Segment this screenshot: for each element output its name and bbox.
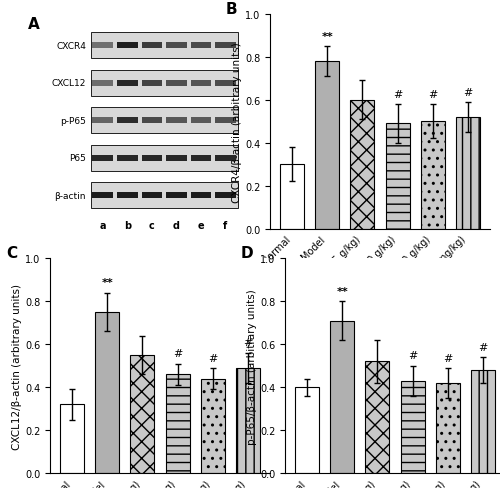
Text: f: f (224, 221, 228, 230)
Text: #: # (464, 87, 472, 97)
Bar (90, 71, 238, 97)
Y-axis label: p-P65/β-actin (arbitrary units): p-P65/β-actin (arbitrary units) (247, 288, 257, 444)
Bar (90, 33, 238, 59)
Bar (215, 193, 236, 199)
Bar (456, 118, 480, 229)
Text: e: e (198, 221, 204, 230)
Bar (117, 118, 138, 124)
Bar (117, 193, 138, 199)
Text: #: # (244, 338, 252, 348)
Bar (400, 381, 424, 473)
Bar (215, 118, 236, 124)
Bar (166, 156, 186, 162)
Text: #: # (173, 348, 182, 359)
Text: #: # (443, 353, 452, 363)
Bar (166, 43, 186, 49)
Bar (190, 43, 211, 49)
Bar (60, 405, 84, 473)
Bar (386, 124, 409, 229)
Bar (421, 122, 445, 229)
Bar (215, 81, 236, 86)
Text: P65: P65 (69, 154, 86, 163)
Bar (190, 193, 211, 199)
Text: β-actin: β-actin (54, 191, 86, 201)
Text: **: ** (322, 32, 333, 41)
Bar (142, 118, 162, 124)
Text: D: D (241, 246, 254, 261)
Bar (166, 193, 186, 199)
Text: A: A (28, 17, 40, 32)
Bar (142, 156, 162, 162)
Bar (166, 81, 186, 86)
Bar (215, 43, 236, 49)
Bar (95, 312, 119, 473)
Bar (117, 156, 138, 162)
Bar (142, 193, 162, 199)
Bar (92, 156, 113, 162)
Text: C: C (6, 246, 17, 261)
Text: CXCL12: CXCL12 (52, 79, 86, 88)
Text: #: # (478, 342, 488, 352)
Text: a: a (100, 221, 106, 230)
Bar (190, 81, 211, 86)
Bar (471, 370, 495, 473)
Text: #: # (208, 353, 218, 363)
Bar (117, 81, 138, 86)
Bar (215, 156, 236, 162)
Bar (130, 355, 154, 473)
Bar (92, 193, 113, 199)
Bar (90, 145, 238, 171)
Bar (117, 43, 138, 49)
Text: #: # (393, 89, 402, 100)
Text: **: ** (336, 286, 348, 296)
Bar (90, 108, 238, 134)
Bar (142, 43, 162, 49)
Bar (201, 379, 225, 473)
Bar (295, 387, 319, 473)
Bar (142, 81, 162, 86)
Bar (280, 165, 304, 229)
Bar (166, 375, 190, 473)
Bar (90, 183, 238, 209)
Text: c: c (149, 221, 154, 230)
Bar (366, 362, 390, 473)
Bar (236, 368, 260, 473)
Bar (92, 43, 113, 49)
Y-axis label: CXCR4/β-actin (arbitrary units): CXCR4/β-actin (arbitrary units) (232, 42, 242, 202)
Bar (190, 118, 211, 124)
Text: p-P65: p-P65 (60, 117, 86, 125)
Text: CXCR4: CXCR4 (56, 41, 86, 51)
Bar (166, 118, 186, 124)
Bar (350, 101, 374, 229)
Text: **: ** (102, 278, 113, 287)
Text: b: b (124, 221, 131, 230)
Bar (92, 118, 113, 124)
Text: B: B (226, 2, 237, 17)
Bar (436, 383, 460, 473)
Bar (190, 156, 211, 162)
Bar (92, 81, 113, 86)
Bar (315, 62, 339, 229)
Text: #: # (428, 89, 438, 100)
Text: #: # (408, 351, 418, 361)
Text: d: d (173, 221, 180, 230)
Bar (330, 321, 354, 473)
Y-axis label: CXCL12/β-actin (arbitrary units): CXCL12/β-actin (arbitrary units) (12, 283, 22, 449)
